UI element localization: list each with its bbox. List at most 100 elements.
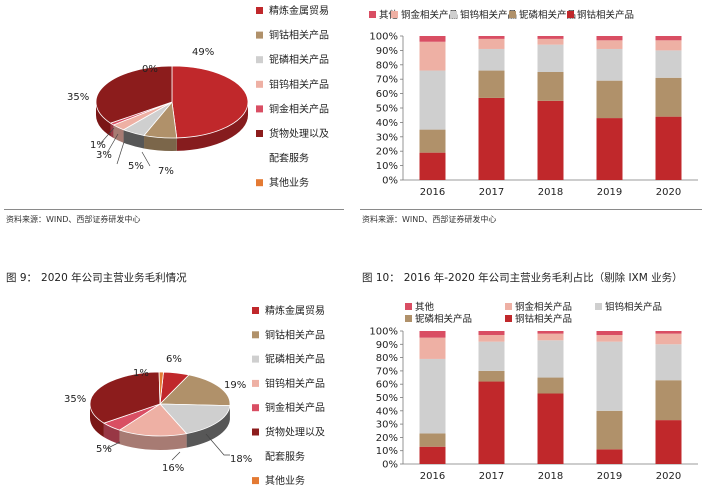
legend-label-5: 货物处理以及 (269, 127, 329, 140)
legend-label-3: 钼钨相关产品 (269, 78, 329, 91)
bar-2017-series-2 (478, 341, 505, 371)
pie-slice-5 (89, 371, 161, 424)
bar-legend-label-2: 钼钨相关产品 (605, 301, 662, 313)
legend-swatch-3 (252, 379, 259, 387)
figure-9-title: 图 9： 2020 年公司主营业务毛利情况 (6, 270, 191, 285)
figure-10-title: 图 10： 2016 年-2020 年公司主营业务毛利占比（剔除 IXM 业务） (362, 270, 687, 285)
legend-label-3: 钼钨相关产品 (265, 377, 325, 390)
x-tick-label-2: 2018 (538, 471, 563, 482)
bar-2020-series-3 (655, 40, 682, 51)
pie-slice-3 (118, 403, 188, 437)
y-tick-label-9: 90% (376, 46, 398, 57)
legend-swatch-7 (256, 179, 263, 187)
bar-2016-series-3 (419, 41, 446, 71)
bar-legend-label-1: 铜金相关产品 (401, 9, 458, 21)
pie-slice-5 (95, 65, 173, 124)
pie-leader-3 (99, 127, 115, 145)
bar-2016-series-4 (419, 331, 446, 338)
pie-label-4: 1% (90, 140, 106, 151)
bar-2019-series-0 (596, 118, 623, 180)
bar-2019-series-4 (596, 36, 623, 41)
bar-2020-series-3 (655, 333, 682, 345)
pie-chart-revenue: 49% 7% 5% 3%1% 35% 0% 精炼金属贸易铜钴相关产品铌磷相关产品钼钨相关产品… (67, 4, 329, 189)
legend-swatch-7 (252, 477, 259, 485)
pie-chart-gross-profit: 6% 19% 18% 16% 5% 35% 1% 精炼金属贸易铜钴相关产品铌磷相关产品钼钨相关… (64, 304, 325, 487)
y-tick-label-6: 60% (376, 89, 398, 100)
bar-2019-series-2 (596, 341, 623, 411)
pie-side-0 (176, 102, 248, 151)
bar-2017-series-0 (478, 381, 505, 464)
legend-label-0: 精炼金属贸易 (265, 304, 325, 317)
bar-legend-swatch-1 (505, 303, 512, 310)
legend-swatch-0 (252, 307, 259, 314)
pie-label-1: 7% (158, 166, 174, 177)
x-tick-label-4: 2020 (656, 471, 681, 482)
x-tick-label-1: 2017 (479, 471, 504, 482)
y-tick-label-4: 40% (376, 406, 398, 417)
y-tick-label-5: 50% (376, 393, 398, 404)
y-tick-label-2: 20% (376, 147, 398, 158)
bar-2019-series-1 (596, 80, 623, 119)
bar-2019-series-2 (596, 48, 623, 81)
pie-label-5: 35% (67, 92, 89, 103)
legend-swatch-2 (256, 56, 263, 64)
y-tick-label-10: 100% (369, 32, 398, 43)
bar-2018-series-4 (537, 36, 564, 39)
bar-2020-series-1 (655, 380, 682, 421)
bar-2017-series-2 (478, 48, 505, 71)
bar-2016-series-2 (419, 358, 446, 434)
legend-label-1: 铜钴相关产品 (269, 29, 329, 42)
pie-leader-0 (141, 151, 151, 167)
bar-2019-series-0 (596, 449, 623, 464)
figure-10-text: 2016 年-2020 年公司主营业务毛利占比（剔除 IXM 业务） (403, 272, 683, 284)
y-tick-label-1: 10% (376, 161, 398, 172)
legend-label-2: 铌磷相关产品 (265, 353, 325, 366)
legend-label-6: 配套服务 (265, 450, 305, 463)
bar-2020-series-2 (655, 50, 682, 78)
bar-legend-swatch-3 (509, 11, 516, 18)
bar-legend-swatch-4 (567, 11, 574, 18)
figure-9-text: 2020 年公司主营业务毛利情况 (41, 272, 187, 284)
pie-label-5: 35% (64, 394, 86, 405)
x-tick-label-3: 2019 (597, 187, 622, 198)
pie-leader-1 (171, 451, 181, 461)
pie-side-1 (144, 135, 177, 151)
pie-slice-1 (159, 374, 231, 407)
bar-2019-series-4 (596, 331, 623, 335)
bar-2020-series-2 (655, 344, 682, 381)
pie-label-0: 6% (166, 354, 182, 365)
bar-2016-series-1 (419, 129, 446, 153)
bar-legend-swatch-4 (505, 315, 512, 322)
pie-leader-2 (105, 441, 121, 450)
x-tick-label-0: 2016 (420, 471, 445, 482)
legend-label-4: 铜金相关产品 (265, 401, 325, 414)
legend-swatch-2 (252, 355, 259, 363)
x-tick-label-2: 2018 (538, 187, 563, 198)
pie-label-3: 3% (96, 150, 112, 161)
y-tick-label-9: 90% (376, 340, 398, 351)
pie-leader-2 (106, 133, 119, 154)
pie-leader-0 (205, 433, 230, 456)
legend-label-6: 配套服务 (269, 152, 309, 165)
bar-2016-series-0 (419, 446, 446, 464)
legend-label-7: 其他业务 (265, 474, 305, 487)
pie-side-3 (119, 430, 187, 450)
bar-2020-series-4 (655, 331, 682, 334)
bar-2017-series-0 (478, 97, 505, 180)
bar-2018-series-0 (537, 393, 564, 464)
stacked-bar-chart-gross-profit: 0% 10% 20% 30% 40% 50% 60% 70% 80% 90% 100% 2016 201… (369, 301, 698, 482)
y-tick-label-6: 60% (376, 380, 398, 391)
legend-swatch-5 (256, 130, 263, 137)
y-tick-label-7: 70% (376, 75, 398, 86)
bar-2018-series-2 (537, 44, 564, 72)
bar-legend-label-4: 铜钴相关产品 (577, 9, 634, 21)
legend-swatch-0 (256, 7, 263, 14)
y-tick-label-2: 20% (376, 433, 398, 444)
pie-label-2: 5% (128, 161, 144, 172)
bar-2019-series-3 (596, 334, 623, 342)
legend-swatch-4 (256, 105, 263, 113)
y-tick-label-8: 80% (376, 60, 398, 71)
legend-label-0: 精炼金属贸易 (269, 4, 329, 17)
bar-2016-series-0 (419, 152, 446, 180)
bar-2020-series-0 (655, 420, 682, 464)
